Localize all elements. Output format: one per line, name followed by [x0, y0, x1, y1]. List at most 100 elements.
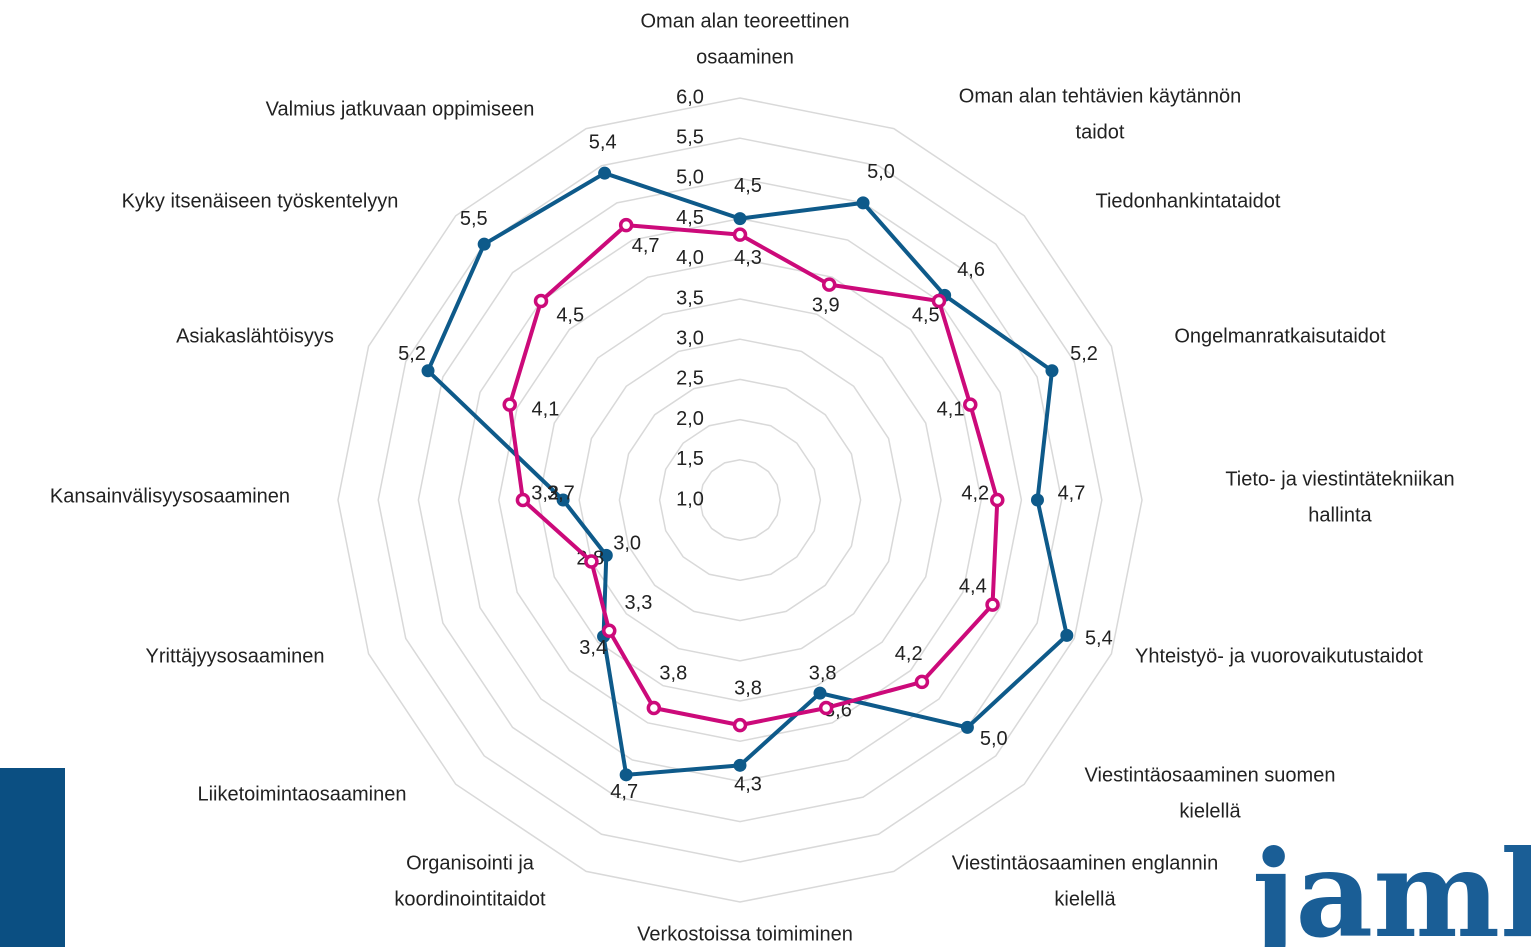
data-point: [619, 768, 633, 782]
category-label: Viestintäosaaminen englannin: [952, 852, 1219, 874]
data-label: 3,8: [734, 677, 762, 699]
data-label: 4,5: [556, 305, 584, 327]
data-point: [1045, 364, 1059, 378]
data-label: 4,3: [734, 774, 762, 796]
data-point: [818, 700, 834, 716]
r-tick-label: 3,0: [676, 327, 704, 349]
logo: jamk: [1243, 824, 1531, 947]
category-label: hallinta: [1308, 504, 1372, 526]
category-label: Valmius jatkuvaan oppimiseen: [266, 98, 535, 120]
grid-ring: [538, 298, 942, 702]
data-point: [599, 548, 613, 562]
category-label: Kyky itsenäiseen työskentelyyn: [122, 190, 399, 212]
data-point: [732, 717, 748, 733]
data-point: [733, 212, 747, 226]
grid-ring: [658, 418, 822, 582]
data-point: [1060, 628, 1074, 642]
r-tick-label: 3,5: [676, 287, 704, 309]
data-label: 3,7: [547, 482, 575, 504]
data-label: 5,5: [460, 208, 488, 230]
category-label: Ongelmanratkaisutaidot: [1174, 325, 1386, 347]
category-label: Kansainvälisyysosaaminen: [50, 485, 290, 507]
r-tick-label: 5,5: [676, 126, 704, 148]
data-label: 4,1: [937, 398, 965, 420]
grid-ring: [498, 258, 982, 742]
data-label: 4,2: [895, 643, 923, 665]
category-label: Viestintäosaaminen suomen: [1085, 764, 1336, 786]
data-label: 3,8: [809, 663, 837, 685]
data-label: 5,0: [867, 161, 895, 183]
data-point: [856, 196, 870, 210]
data-label: 4,7: [1058, 482, 1086, 504]
r-tick-label: 4,0: [676, 247, 704, 269]
data-point: [533, 293, 549, 309]
data-label: 4,4: [959, 575, 987, 597]
data-label: 4,3: [734, 247, 762, 269]
grid-ring: [337, 97, 1143, 903]
data-label: 3,8: [659, 663, 687, 685]
data-point: [598, 166, 612, 180]
side-bar: [0, 768, 65, 947]
category-label: kielellä: [1179, 800, 1241, 822]
r-tick-label: 4,5: [676, 207, 704, 229]
data-label: 4,1: [532, 398, 560, 420]
data-point: [618, 217, 634, 233]
data-label: 3,2: [531, 482, 559, 504]
category-label: Asiakaslähtöisyys: [176, 325, 334, 347]
data-point: [963, 397, 978, 412]
category-label: Tieto- ja viestintätekniikan: [1225, 468, 1454, 490]
category-label: osaaminen: [696, 46, 794, 68]
data-point: [960, 720, 974, 734]
r-tick-label: 6,0: [676, 86, 704, 108]
data-point: [813, 686, 827, 700]
category-label: taidot: [1076, 121, 1125, 143]
category-label: Organisointi ja: [406, 852, 535, 874]
category-label: koordinointitaidot: [394, 888, 546, 910]
data-label: 4,5: [734, 175, 762, 197]
grid-ring: [578, 338, 902, 662]
data-label: 4,7: [632, 235, 660, 257]
data-point: [1030, 493, 1044, 507]
data-label: 3,9: [812, 295, 840, 317]
category-label: Liiketoimintaosaaminen: [197, 783, 406, 805]
data-point: [646, 700, 662, 716]
data-label: 4,7: [610, 781, 638, 803]
data-point: [477, 237, 491, 251]
data-point: [502, 397, 517, 412]
data-point: [990, 492, 1005, 508]
r-tick-label: 2,0: [676, 408, 704, 430]
r-tick-label: 2,5: [676, 368, 704, 390]
grid-ring: [618, 378, 862, 622]
data-label: 3,4: [579, 637, 607, 659]
data-label: 4,2: [961, 482, 989, 504]
category-label: Yhteistyö- ja vuorovaikutustaidot: [1135, 645, 1423, 667]
category-label: kielellä: [1054, 888, 1116, 910]
grid-ring: [377, 137, 1103, 863]
data-point: [421, 364, 435, 378]
category-label: Verkostoissa toimiminen: [637, 923, 853, 945]
category-label: Yrittäjyysosaaminen: [146, 645, 325, 667]
category-label: Oman alan teoreettinen: [640, 10, 849, 32]
data-label: 4,6: [957, 259, 985, 281]
data-label: 5,2: [1070, 343, 1098, 365]
data-label: 5,2: [398, 343, 426, 365]
data-point: [931, 293, 947, 309]
data-label: 5,0: [980, 728, 1008, 750]
grid-ring: [699, 459, 781, 541]
data-label: 5,4: [589, 131, 617, 153]
data-point: [556, 493, 570, 507]
grid-ring: [457, 217, 1023, 783]
category-label: Tiedonhankintataidot: [1096, 190, 1281, 212]
data-point: [601, 623, 617, 639]
r-tick-label: 1,0: [676, 488, 704, 510]
data-label: 3,0: [613, 532, 641, 554]
data-label: 5,4: [1085, 628, 1113, 650]
data-point: [515, 492, 531, 508]
r-tick-label: 1,5: [676, 448, 704, 470]
data-point: [732, 227, 748, 242]
data-point: [584, 554, 599, 569]
data-point: [733, 758, 747, 772]
r-tick-label: 5,0: [676, 167, 704, 189]
